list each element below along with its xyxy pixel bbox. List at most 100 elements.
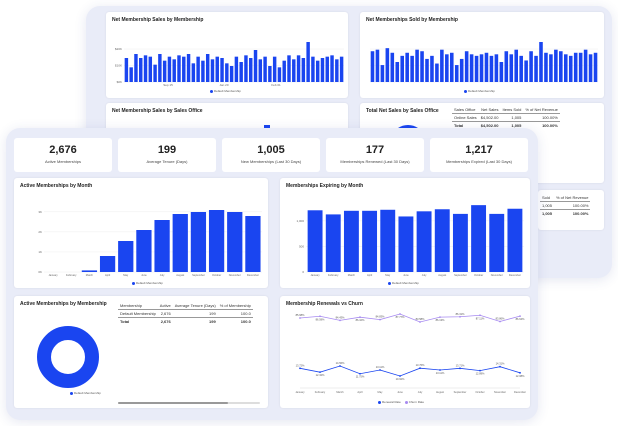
bar [172, 214, 188, 272]
active-memberships-chart: 0K 1K 2K 3K January February March April May June… [38, 210, 262, 277]
data-point [299, 317, 301, 319]
renewals-vs-churn-card[interactable]: Membership Renewals vs Churn 85.68% 86.59… [280, 296, 530, 408]
bar [544, 52, 548, 82]
bar [191, 63, 196, 82]
table-header[interactable]: Membership [118, 302, 158, 310]
bar [479, 54, 484, 82]
data-point [459, 367, 461, 370]
kpi-new-memberships[interactable]: 1,005 New Memberships (Last 30 Days) [222, 138, 320, 172]
data-point [399, 313, 401, 315]
memberships-expiring-card[interactable]: Memberships Expiring by Month 0 500 1,000 J… [280, 178, 530, 288]
bar [489, 213, 505, 272]
data-label: 87.11% [476, 316, 485, 320]
bar [524, 60, 528, 82]
data-point [359, 372, 361, 375]
table-header[interactable]: % of Membership [217, 302, 253, 310]
table-cell: 2,676 [157, 317, 173, 325]
table-header[interactable]: Sales Office [452, 106, 479, 114]
kpi-label: Active Memberships [44, 159, 81, 164]
table-cell: 1,005 [511, 115, 522, 120]
table-cell: Total [118, 317, 158, 325]
x-tick-label: July [160, 273, 165, 277]
x-tick-label: November [491, 273, 503, 277]
bar [134, 54, 138, 82]
bar [205, 54, 210, 82]
data-point [399, 375, 401, 377]
legend-dot-icon [388, 281, 391, 285]
table-cell: 199 [209, 311, 216, 316]
bar [129, 67, 133, 82]
x-tick-label: May [385, 273, 391, 277]
bar [306, 42, 310, 82]
net-memberships-sold-card[interactable]: Net Memberships Sold by Membership Defau… [360, 12, 604, 98]
data-label: 87.77% [396, 315, 405, 319]
x-tick-label: December [247, 273, 259, 277]
net-membership-sales-card[interactable]: Net Membership Sales by Membership $0K $1… [106, 12, 348, 98]
membership-donut-chart [37, 326, 99, 388]
table-cell: 100.00% [523, 121, 560, 129]
bar [292, 59, 296, 82]
renewals-vs-churn-title: Membership Renewals vs Churn [286, 301, 363, 307]
fragment-table-card[interactable]: Sold% of Net Revenue 1,005 100.00% 1,005 1… [538, 190, 604, 230]
membership-table: Membership Active Average Tenure (Days)% o… [118, 302, 253, 325]
bar [249, 58, 253, 82]
table-scrollbar-track[interactable] [118, 402, 260, 404]
data-point [459, 315, 461, 318]
table-cell: 100.00% [542, 115, 558, 120]
x-tick-label: December [509, 273, 521, 277]
x-tick-label: January [295, 390, 305, 394]
table-header[interactable]: Items Sold [500, 106, 524, 114]
bar [201, 60, 205, 82]
table-cell: 2,676 [160, 311, 171, 316]
data-label: 86.31% [456, 312, 465, 316]
bar [395, 62, 400, 82]
data-point [299, 367, 301, 370]
bar [227, 212, 243, 272]
legend-dot-icon [464, 89, 467, 93]
legend-dot-icon [132, 281, 135, 285]
bar [277, 67, 282, 82]
table-cell: 1,005 [540, 209, 555, 217]
data-label: 83.58% [416, 317, 425, 321]
bar [534, 55, 538, 82]
table-header[interactable]: % of Net Revenue [554, 194, 591, 202]
table-header[interactable]: Sold [540, 194, 555, 202]
data-point [499, 320, 501, 323]
sales-office-chart-title: Net Membership Sales by Sales Office [112, 108, 203, 114]
legend-label: Default Membership [392, 281, 419, 285]
y-tick-label: 3K [38, 210, 42, 214]
data-label: 12.89% [476, 372, 485, 376]
bar [440, 49, 444, 82]
active-memberships-by-month-card[interactable]: Active Memberships by Month 0K 1K 2K 3K Janu… [14, 178, 268, 288]
bar [563, 54, 568, 82]
table-header[interactable]: Active [157, 302, 173, 310]
bar [330, 55, 334, 82]
y-tick-label: 500 [299, 244, 304, 248]
x-tick-label: May [123, 273, 129, 277]
legend-dot-icon [70, 391, 73, 395]
table-header[interactable]: Net Sales [478, 106, 501, 114]
data-point [319, 315, 321, 318]
table-total-row: Total 2,676 199 100.0 [118, 317, 253, 325]
kpi-average-tenure[interactable]: 199 Average Tenure (Days) [118, 138, 216, 172]
bar [186, 54, 191, 82]
renewals-vs-churn-chart: 85.68% 86.59% 84.43% 86.10% 84.83% 87.77% 83.5… [295, 312, 526, 394]
kpi-memberships-renewed[interactable]: 177 Memberships Renewed (Last 30 Days) [326, 138, 424, 172]
data-label: 13.76% [416, 363, 425, 367]
data-label: 13.72% [296, 363, 305, 367]
bar [583, 49, 588, 82]
table-scrollbar-thumb[interactable] [118, 402, 228, 404]
kpi-value: 1,217 [465, 144, 493, 156]
active-by-membership-card[interactable]: Active Memberships by Membership Default… [14, 296, 268, 408]
kpi-active-memberships[interactable]: 2,676 Active Memberships [14, 138, 112, 172]
table-cell: 100.0 [217, 317, 253, 325]
y-tick-label: $0K [117, 80, 122, 84]
y-tick-label: 1,000 [296, 219, 304, 223]
x-tick-label: April [367, 273, 373, 277]
kpi-value: 199 [157, 144, 177, 156]
bar [400, 55, 405, 82]
table-header[interactable]: % of Net Revenue [523, 106, 560, 114]
kpi-memberships-expired[interactable]: 1,217 Memberships Expired (Last 30 Days) [430, 138, 528, 172]
memberships-expiring-legend: Default Membership [388, 281, 419, 285]
table-header[interactable]: Average Tenure (Days) [172, 302, 218, 310]
